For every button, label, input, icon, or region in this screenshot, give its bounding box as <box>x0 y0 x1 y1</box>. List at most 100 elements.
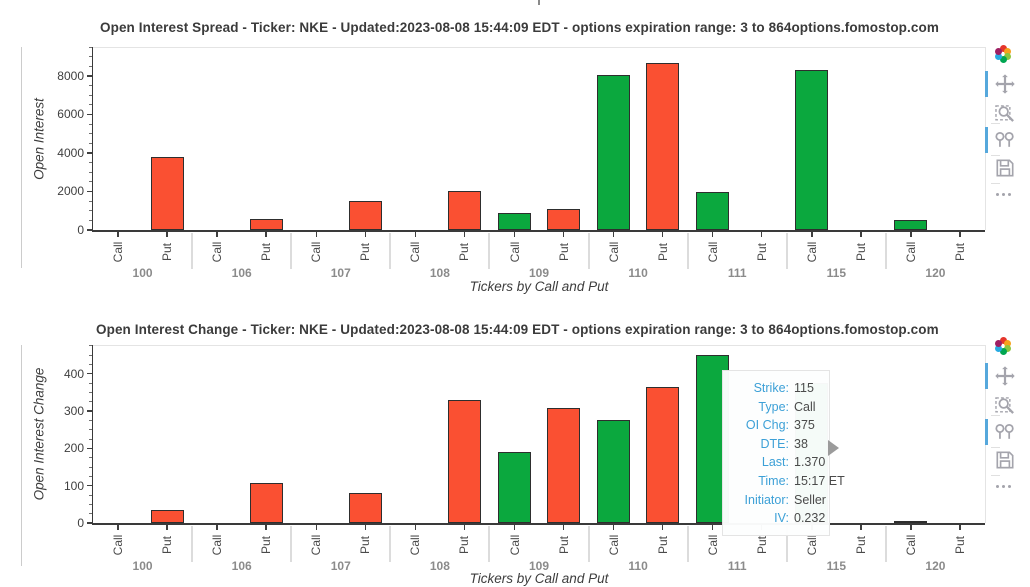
chart1-title: Open Interest Spread - Ticker: NKE - Upd… <box>100 20 792 35</box>
bar-call-115[interactable] <box>795 69 829 230</box>
xtick-label-text: Put <box>259 535 274 555</box>
xtick-label-text: Call <box>804 241 819 263</box>
chart1-yminortick <box>89 56 93 58</box>
zoom-box-icon[interactable] <box>994 101 1016 123</box>
chart2-yminortick <box>89 457 93 459</box>
clipped-text-fragment <box>538 0 540 5</box>
xtick-label-call-107: Call <box>308 237 324 267</box>
xtick-label-text: Put <box>457 242 472 262</box>
chart2-xtick <box>711 524 714 530</box>
xtick-label-call-110: Call <box>606 530 622 560</box>
chart2-ytick-label: 0 <box>77 516 84 530</box>
bar-put-106[interactable] <box>249 219 283 230</box>
xtick-label-text: Put <box>952 242 967 262</box>
chart1-ytick <box>87 113 93 116</box>
chart1-xtick <box>959 231 961 237</box>
bar-put-107[interactable] <box>348 493 382 523</box>
chart2-group-divider <box>686 526 689 562</box>
bar-put-109[interactable] <box>547 209 580 230</box>
tooltip-value: 1.370 <box>794 455 826 470</box>
xtick-label-text: Put <box>853 535 868 555</box>
bar-call-109[interactable] <box>498 452 531 523</box>
bar-call-110[interactable] <box>597 420 631 523</box>
chart2-ytick <box>87 372 93 375</box>
bar-put-110[interactable] <box>646 62 680 230</box>
bar-put-108[interactable] <box>447 399 481 523</box>
chart1-xtick <box>513 231 516 237</box>
bar-put-108[interactable] <box>447 191 481 230</box>
chart1-ytick-label: 2000 <box>57 184 84 199</box>
tooltip-value: 38 <box>794 436 808 451</box>
strike-group-label-107: 107 <box>330 266 351 280</box>
chart2-xtick <box>612 524 615 530</box>
chart1-x-axis-line <box>91 230 985 232</box>
save-icon[interactable] <box>994 157 1016 179</box>
xtick-label-call-110: Call <box>606 237 622 267</box>
pan-icon[interactable] <box>994 73 1016 95</box>
bar-put-106[interactable] <box>249 483 283 523</box>
strike-group-label-100: 100 <box>132 266 153 280</box>
chart2-ytick <box>87 484 93 487</box>
xtick-label-text: Put <box>259 242 274 262</box>
tooltip-label: Type: <box>758 399 789 414</box>
compare-hover-icon[interactable] <box>994 129 1016 151</box>
chart1-xtick <box>364 231 367 237</box>
chart1-xtick <box>612 231 615 237</box>
xtick-label-text: Call <box>507 534 522 556</box>
bar-call-120[interactable] <box>894 219 928 230</box>
xtick-label-text: Put <box>754 242 769 262</box>
xtick-label-text: Put <box>160 535 175 555</box>
tooltip-label: IV: <box>774 511 789 526</box>
more-icon[interactable] <box>996 485 1011 488</box>
pan-icon[interactable] <box>994 365 1016 387</box>
chart1-group-divider <box>290 233 293 269</box>
save-icon[interactable] <box>994 449 1016 471</box>
chart2-ytick-label: 400 <box>63 366 84 381</box>
logo-dot <box>994 47 1002 55</box>
xtick-label-text: Put <box>655 242 670 262</box>
tooltip-label: DTE: <box>760 436 789 451</box>
dot <box>996 193 999 196</box>
xtick-label-put-110: Put <box>655 530 671 560</box>
strike-group-label-106: 106 <box>231 559 252 573</box>
bar-put-107[interactable] <box>348 201 382 230</box>
chart1-yminortick <box>89 46 93 48</box>
bar-put-100[interactable] <box>150 156 184 230</box>
strike-group-label-106: 106 <box>231 266 252 280</box>
compare-hover-icon[interactable] <box>994 421 1016 443</box>
chart2-card-left-border <box>21 345 22 566</box>
more-icon[interactable] <box>996 193 1011 196</box>
tooltip-value: 115 <box>794 381 814 395</box>
xtick-label-text: Call <box>507 241 522 263</box>
bar-call-120[interactable] <box>894 521 928 523</box>
modebar-separator <box>991 155 1000 156</box>
xtick-label-call-100: Call <box>110 530 126 560</box>
chart1-xtick <box>811 231 813 237</box>
bar-call-109[interactable] <box>498 213 531 230</box>
chart1-yminortick <box>89 200 93 202</box>
strike-group-label-109: 109 <box>528 559 550 573</box>
bar-call-111[interactable] <box>696 191 730 230</box>
strike-group-label-120: 120 <box>925 266 946 280</box>
chart2-xtick <box>860 524 862 530</box>
bar-put-100[interactable] <box>150 509 184 523</box>
chart1-group-divider <box>587 233 590 269</box>
chart2-xtick <box>414 524 417 530</box>
zoom-box-icon[interactable] <box>994 393 1016 415</box>
logo-dot <box>999 347 1007 355</box>
chart2-xtick <box>513 524 516 530</box>
fomostop-color-logo[interactable] <box>994 337 1012 355</box>
bar-put-110[interactable] <box>646 386 680 523</box>
tooltip-value: Seller <box>794 492 826 507</box>
fomostop-color-logo[interactable] <box>994 45 1012 63</box>
bar-call-110[interactable] <box>597 74 631 230</box>
chart1-ytick <box>87 229 93 231</box>
chart1-ytick <box>87 152 93 154</box>
xtick-label-text: Call <box>606 534 621 556</box>
logo-dot <box>994 345 1002 353</box>
bar-put-109[interactable] <box>547 408 580 523</box>
chart1-xtick <box>265 231 267 237</box>
chart2-group-divider <box>290 526 293 562</box>
strike-group-label-109: 109 <box>528 266 550 280</box>
